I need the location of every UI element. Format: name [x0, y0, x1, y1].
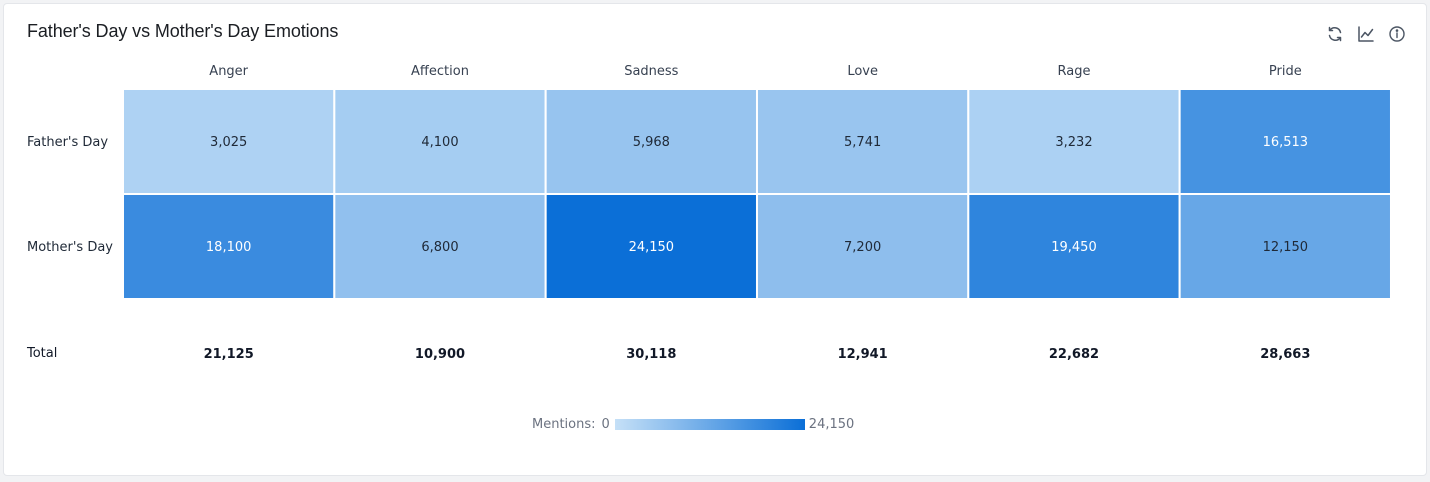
heatmap-cell [122, 88, 336, 195]
chart-toolbar [1325, 24, 1406, 43]
heatmap-cell [122, 193, 336, 300]
heatmap-cell [544, 193, 758, 300]
column-header: Affection [411, 64, 469, 79]
chart-card: Father's Day vs Mother's Day Emotions [3, 3, 1427, 476]
legend-max-label: 24,150 [808, 417, 855, 432]
cell-value-label: 3,025 [210, 135, 247, 150]
heatmap-cell [967, 193, 1181, 300]
total-value: 21,125 [204, 347, 254, 362]
cell-value-label: 5,741 [844, 135, 881, 150]
legend-min-label: 0 [601, 417, 610, 432]
row-label: Mother's Day [27, 240, 113, 255]
cell-value-label: 3,232 [1055, 135, 1092, 150]
legend-gradient-bar [614, 419, 805, 430]
column-header: Pride [1269, 64, 1302, 79]
cell-value-label: 4,100 [421, 135, 458, 150]
cell-value-label: 7,200 [844, 240, 881, 255]
cell-value-label: 6,800 [421, 240, 458, 255]
heatmap-cell [1178, 193, 1392, 300]
column-header: Sadness [624, 64, 678, 79]
row-label: Father's Day [27, 135, 108, 150]
refresh-icon[interactable] [1325, 24, 1344, 43]
cell-value-label: 19,450 [1051, 240, 1097, 255]
total-value: 22,682 [1049, 347, 1099, 362]
cell-value-label: 12,150 [1263, 240, 1309, 255]
heatmap-chart: Anger Affection Sadness Love Rage Pride Father… [26, 64, 1392, 362]
cell-value-label: 5,968 [633, 135, 670, 150]
color-legend: Mentions: 0 24,150 [532, 417, 854, 432]
info-icon[interactable] [1387, 24, 1406, 43]
heatmap-cell [755, 193, 970, 300]
heatmap-cell [967, 88, 1181, 195]
column-header: Love [847, 64, 878, 79]
cell-value-label: 16,513 [1263, 135, 1309, 150]
cell-value-label: 24,150 [629, 240, 675, 255]
total-value: 12,941 [838, 347, 888, 362]
heatmap-cell [544, 88, 758, 195]
column-header: Rage [1058, 64, 1091, 79]
chart-title: Father's Day vs Mother's Day Emotions [27, 21, 339, 41]
total-value: 30,118 [626, 347, 676, 362]
total-value: 28,663 [1260, 347, 1310, 362]
column-header: Anger [209, 64, 248, 79]
legend-label: Mentions: [532, 417, 596, 432]
cell-value-label: 18,100 [206, 240, 252, 255]
total-label: Total [26, 346, 57, 361]
total-value: 10,900 [415, 347, 465, 362]
line-chart-icon[interactable] [1356, 24, 1375, 43]
